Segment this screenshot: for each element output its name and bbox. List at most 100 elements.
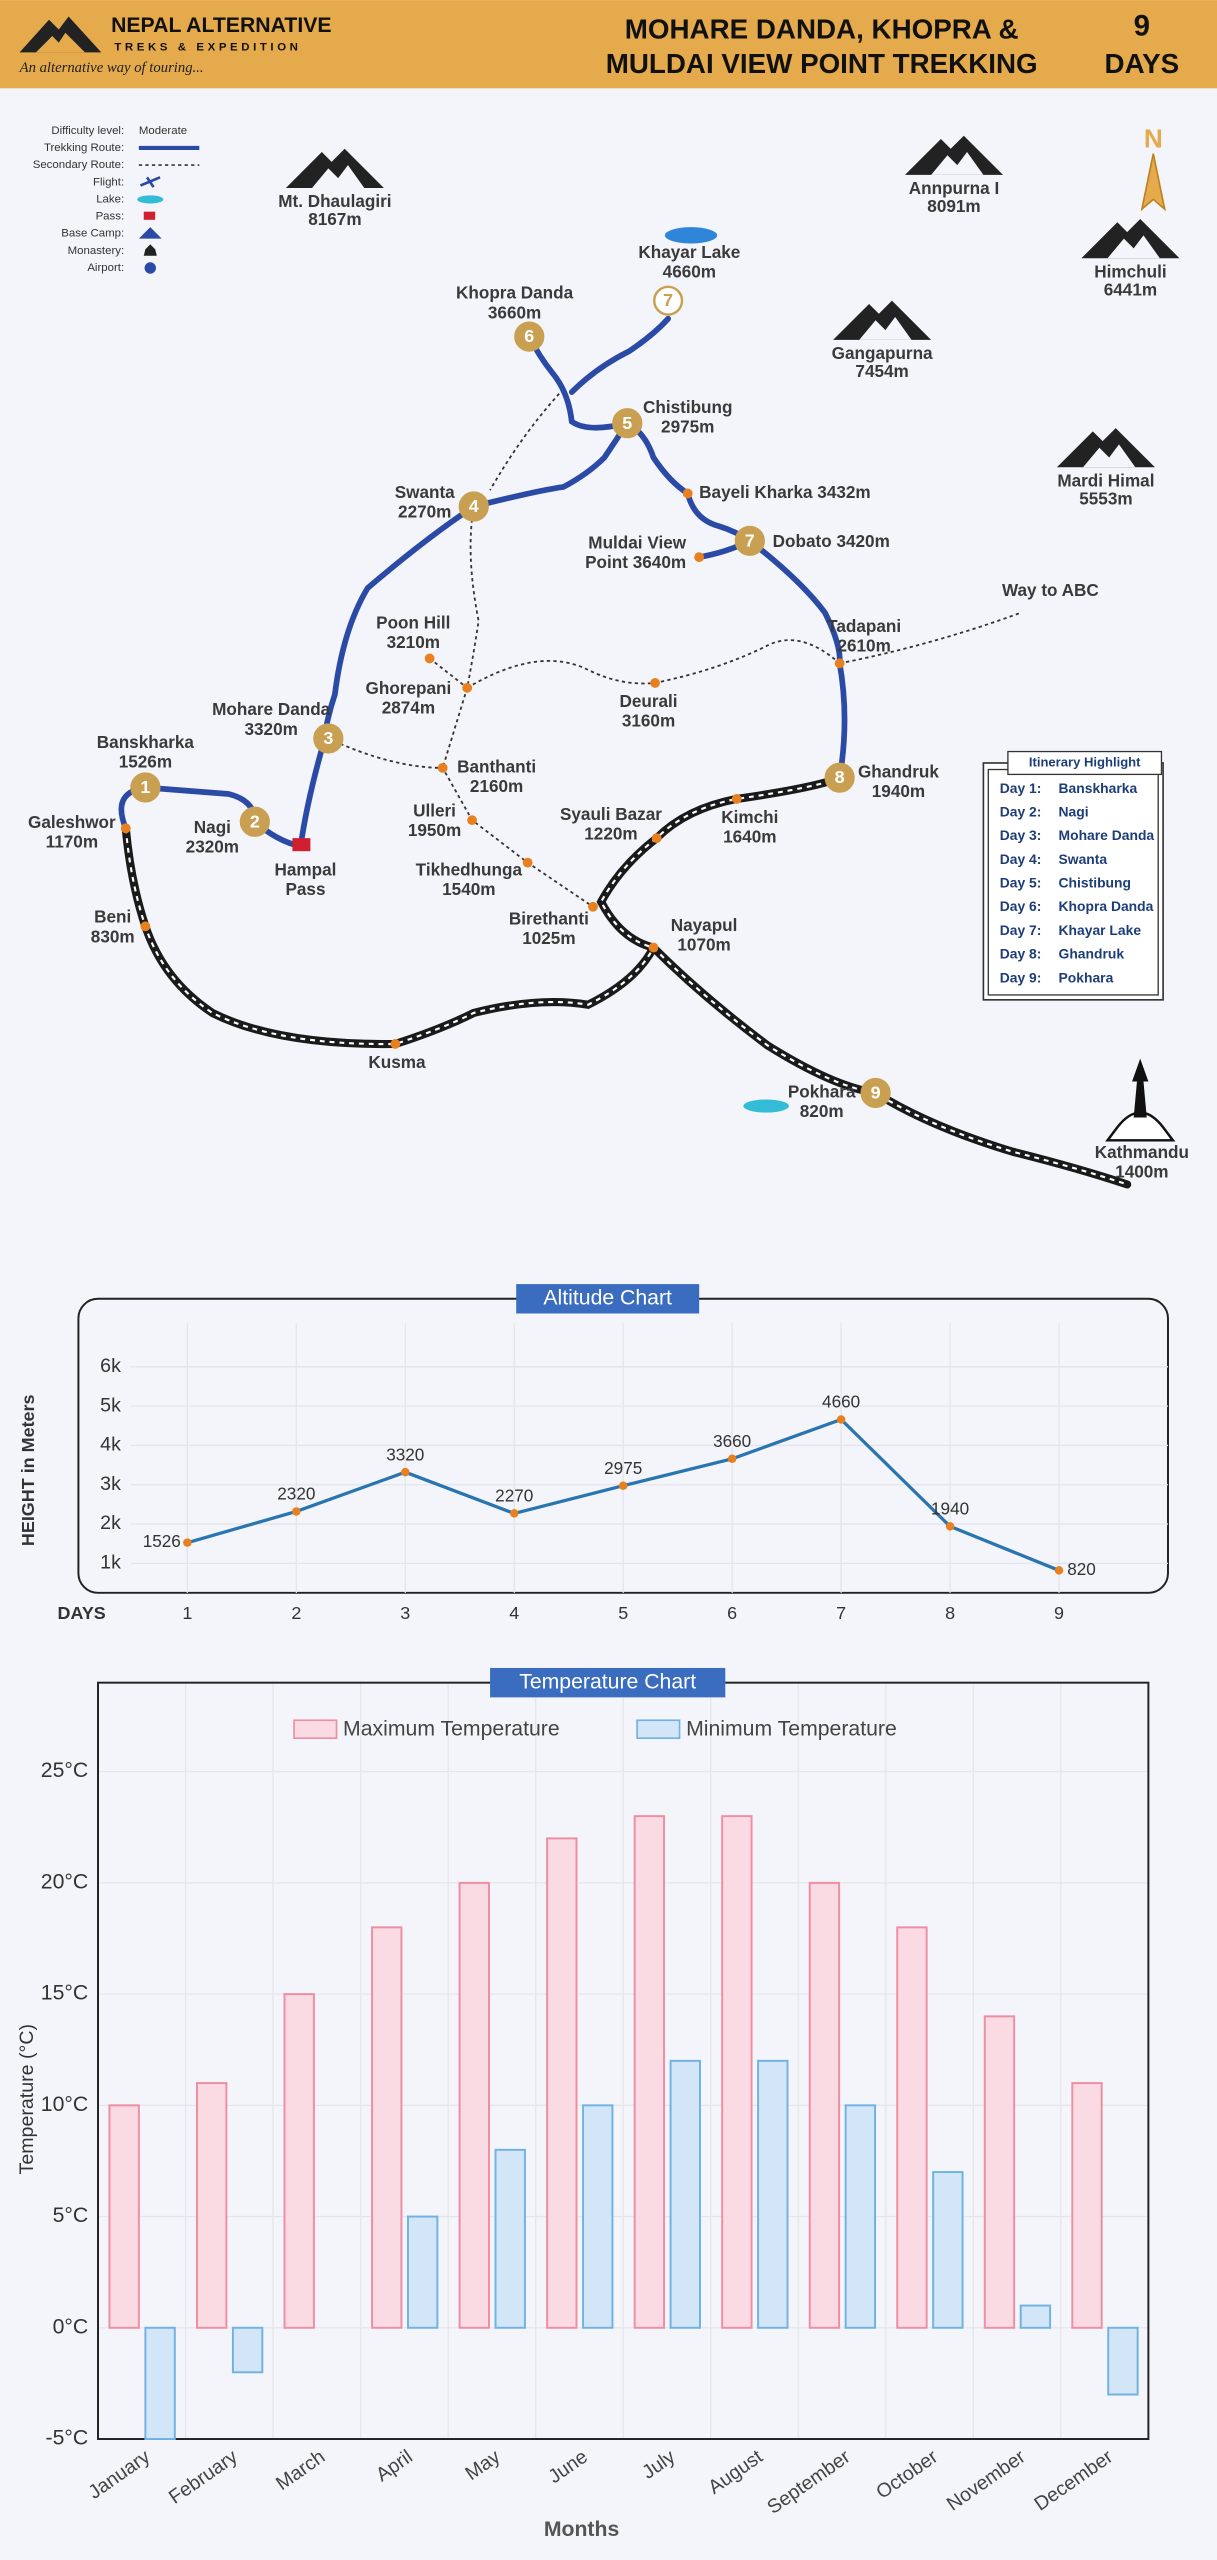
legend: Difficulty level: Moderate Trekking Rout… bbox=[33, 125, 200, 274]
temperature-bar bbox=[932, 2171, 964, 2329]
day-marker-label: 7 bbox=[663, 290, 673, 310]
place-label: Birethanti bbox=[509, 908, 589, 928]
mountain-icon bbox=[833, 300, 932, 340]
x-tick-label: August bbox=[704, 2445, 767, 2498]
y-tick-label: 10°C bbox=[41, 2093, 88, 2116]
y-tick-label: 15°C bbox=[41, 1982, 88, 2005]
logo bbox=[19, 16, 102, 53]
legend-swatch bbox=[137, 195, 164, 204]
itinerary-title: Itinerary Highlight bbox=[1029, 754, 1141, 769]
lake bbox=[664, 227, 718, 244]
brand: NEPAL ALTERNATIVE bbox=[111, 14, 331, 37]
legend-swatch bbox=[293, 1719, 338, 1740]
stop-dot bbox=[467, 815, 477, 826]
stop-dot bbox=[648, 942, 659, 953]
itinerary-day: Day 4: bbox=[1000, 851, 1042, 867]
x-tick-label: April bbox=[372, 2446, 417, 2487]
mountain-label: 5553m bbox=[1079, 489, 1132, 509]
day-marker bbox=[734, 525, 765, 556]
secondary-route bbox=[489, 388, 565, 491]
place-label: Hampal bbox=[275, 859, 337, 879]
logo-cut bbox=[35, 32, 85, 53]
itinerary-day: Day 6: bbox=[1000, 898, 1042, 914]
mountain-snow bbox=[312, 165, 365, 188]
stop-dot bbox=[120, 823, 131, 834]
y-tick-label: 1k bbox=[100, 1552, 121, 1574]
route bbox=[526, 333, 631, 431]
itinerary-place: Mohare Danda bbox=[1059, 827, 1155, 843]
x-tick-label: June bbox=[544, 2446, 592, 2488]
y-tick-label: 4k bbox=[100, 1434, 121, 1456]
x-tick-label: December bbox=[1030, 2445, 1117, 2515]
y-tick-label: 0°C bbox=[53, 2315, 89, 2338]
itinerary-place: Banskharka bbox=[1059, 780, 1138, 796]
x-tick-label: 9 bbox=[1054, 1603, 1064, 1623]
mountain-label: Himchuli bbox=[1094, 261, 1166, 281]
value-label: 3320 bbox=[386, 1444, 424, 1464]
temperature-bar bbox=[983, 2015, 1016, 2329]
x-tick-label: September bbox=[763, 2445, 855, 2518]
mountain-icon bbox=[1056, 428, 1155, 468]
itinerary-day: Day 8: bbox=[1000, 946, 1042, 962]
y-tick-label: 25°C bbox=[41, 1759, 88, 1782]
altitude-point bbox=[727, 1454, 737, 1464]
altitude-point bbox=[618, 1481, 628, 1490]
legend-label: Lake: bbox=[96, 193, 124, 205]
value-label: 2975 bbox=[604, 1458, 642, 1478]
temperature-bar bbox=[371, 1926, 403, 2329]
route bbox=[746, 537, 848, 781]
day-marker-label: 7 bbox=[745, 530, 755, 550]
x-tick-label: March bbox=[272, 2446, 329, 2495]
place-label: 1950m bbox=[408, 820, 461, 840]
y-tick-label: 20°C bbox=[41, 1870, 88, 1893]
temperature-bar bbox=[582, 2104, 614, 2329]
stop-dot bbox=[834, 658, 845, 669]
legend-label: Minimum Temperature bbox=[686, 1718, 897, 1741]
secondary-route bbox=[429, 657, 468, 689]
place-label: 2874m bbox=[382, 698, 435, 718]
legend-swatch bbox=[143, 211, 156, 220]
day-marker-label: 1 bbox=[140, 777, 150, 797]
stop-dot bbox=[694, 552, 705, 563]
place-label: Point 3640m bbox=[585, 552, 686, 572]
temperature-bar bbox=[231, 2326, 264, 2374]
route bbox=[118, 420, 631, 850]
place-label: Kusma bbox=[368, 1052, 426, 1072]
place-label: 3320m bbox=[244, 719, 297, 739]
temperature-chart: Temperature (°C) Months -5°C 0°C 5°C 10°C 15… bbox=[16, 1667, 1150, 2541]
secondary-route bbox=[441, 687, 469, 769]
tagline: An alternative way of touring... bbox=[19, 60, 204, 76]
stop-dot bbox=[437, 762, 448, 773]
stop-dot bbox=[731, 794, 742, 804]
place-label: Dobato 3420m bbox=[773, 531, 890, 551]
day-marker-label: 9 bbox=[871, 1083, 881, 1103]
secondary-route bbox=[327, 737, 594, 908]
place-label: 1940m bbox=[872, 781, 925, 801]
x-axis-label: DAYS bbox=[58, 1603, 106, 1623]
itinerary-day: Day 3: bbox=[1000, 827, 1042, 843]
y-axis-label: HEIGHT in Meters bbox=[18, 1394, 38, 1546]
y-tick-label: 6k bbox=[100, 1355, 121, 1377]
place-label: Syauli Bazar bbox=[560, 804, 662, 824]
temperature-bar bbox=[283, 1993, 315, 2329]
legend-label: Maximum Temperature bbox=[343, 1718, 560, 1741]
itinerary-place: Ghandruk bbox=[1059, 946, 1125, 962]
x-tick-label: July bbox=[638, 2446, 679, 2484]
temperature-bar bbox=[494, 2148, 526, 2329]
legend-swatch bbox=[636, 1719, 681, 1740]
place-label: 3210m bbox=[387, 632, 440, 652]
compass: N bbox=[1140, 124, 1167, 212]
stupa bbox=[1105, 1058, 1176, 1142]
x-tick-label: 3 bbox=[400, 1603, 410, 1623]
place-label: 3160m bbox=[622, 711, 675, 731]
legend-label: Monastery: bbox=[68, 245, 124, 257]
value-label: 1940 bbox=[931, 1499, 969, 1519]
place-label: 2610m bbox=[837, 636, 890, 656]
title-pill bbox=[490, 1667, 726, 1698]
temperature-bar bbox=[721, 1815, 753, 2329]
place-label: 2320m bbox=[186, 836, 239, 856]
y-tick-label: 5°C bbox=[53, 2204, 89, 2227]
value-label: 820 bbox=[1067, 1559, 1096, 1579]
